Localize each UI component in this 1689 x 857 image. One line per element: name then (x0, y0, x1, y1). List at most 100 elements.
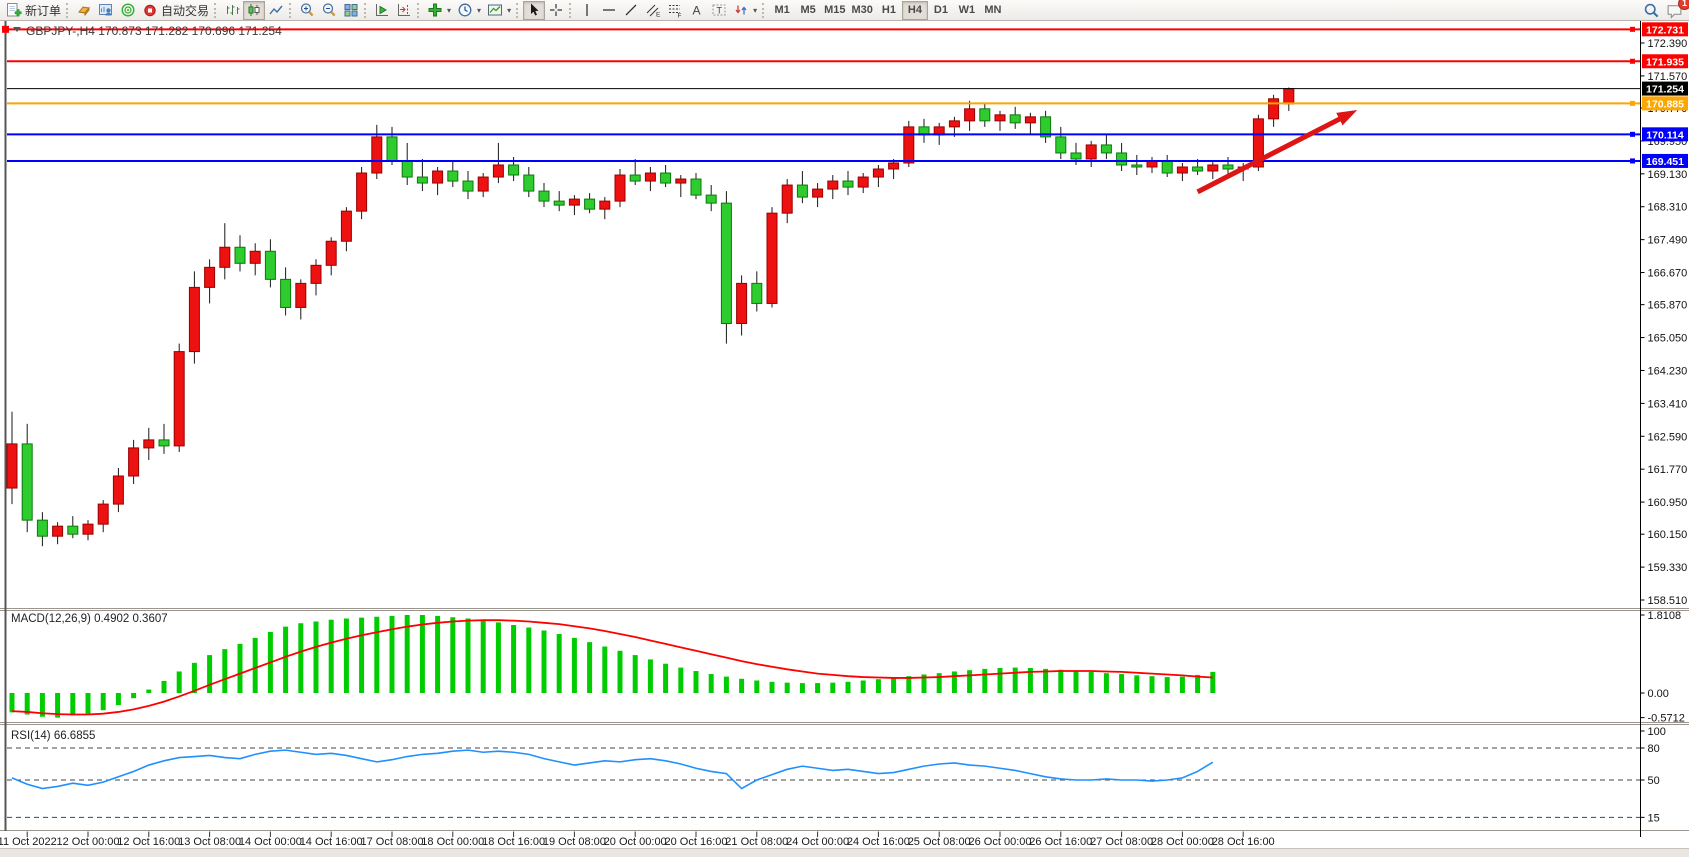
timeframe-w1-button[interactable]: W1 (954, 1, 980, 20)
candle-bearish (523, 167, 535, 198)
chart-title: GBPJPY-,H4 170.873 171.282 170.696 171.2… (26, 24, 282, 38)
periods-button[interactable]: ▾ (454, 1, 484, 20)
candle-bullish (994, 110, 1006, 131)
line-chart-button[interactable] (265, 1, 287, 20)
autotrading-button[interactable]: 自动交易 (139, 1, 212, 20)
candle-body (766, 212, 778, 304)
macd-label: MACD(12,26,9) 0.4902 0.3607 (11, 613, 168, 625)
horizontal-line-icon (603, 9, 616, 11)
timeframe-m15-button[interactable]: M15 (821, 1, 848, 20)
timeframe-h4-button[interactable]: H4 (901, 0, 928, 20)
fibonacci-button[interactable]: F (664, 1, 686, 20)
candle-bullish (1207, 160, 1219, 180)
rsi-tick-label: 50 (1648, 775, 1660, 787)
candle-body (416, 176, 428, 184)
layouts-button[interactable] (73, 1, 95, 20)
horizontal-line-button[interactable] (598, 1, 620, 20)
auto-scroll-button[interactable] (371, 1, 393, 20)
dropdown-caret-icon: ▾ (753, 5, 758, 15)
horizontal-line-object[interactable]: 169.451 (7, 153, 1688, 168)
vertical-line-button[interactable] (576, 1, 598, 20)
candle-body (1070, 152, 1082, 160)
macd-axis: 1.8108 0.00 -0.5712 (1640, 610, 1685, 725)
candle-body (356, 172, 368, 212)
time-tick-label: 20 Oct 16:00 (665, 836, 728, 848)
time-tick-label: 18 Oct 00:00 (421, 836, 484, 848)
search-button[interactable] (1640, 1, 1663, 20)
candle-bullish (675, 175, 687, 198)
candle-body (173, 351, 185, 447)
svg-text:F: F (678, 13, 682, 19)
indicators-button[interactable]: ▾ (424, 1, 454, 20)
market-watch-button[interactable] (117, 1, 139, 20)
timeframe-d1-button[interactable]: D1 (928, 1, 954, 20)
candle-bullish (204, 259, 216, 304)
candle-body (812, 188, 824, 198)
price-tick-label: 168.310 (1648, 202, 1688, 214)
candle-body (371, 136, 383, 174)
candle-bullish (325, 237, 337, 276)
arrows-button[interactable]: ▾ (730, 1, 760, 20)
profiles-button[interactable] (95, 1, 117, 20)
macd-signal-line (11, 619, 1213, 716)
profiles-icon (99, 4, 113, 16)
text-button[interactable]: A (686, 1, 708, 20)
candle-bullish (903, 120, 915, 168)
chart-collapse-triangle-icon[interactable] (13, 27, 21, 32)
candle-body (964, 108, 976, 122)
candle-body (264, 250, 276, 280)
timeframe-m30-button[interactable]: M30 (849, 1, 876, 20)
horizontal-line-object[interactable]: 170.885 (7, 96, 1688, 111)
price-tick-label: 167.490 (1648, 235, 1688, 247)
text-label-button[interactable]: T (708, 1, 730, 20)
notification-count-badge: 1 (1678, 0, 1689, 10)
time-tick-label: 26 Oct 00:00 (969, 836, 1032, 848)
rsi-label: RSI(14) 66.6855 (11, 730, 95, 742)
rsi-line (11, 749, 1214, 790)
candle-bullish (568, 195, 580, 216)
templates-button[interactable]: ▾ (484, 1, 514, 20)
line-right-handle[interactable] (1630, 58, 1635, 64)
chart-shift-button[interactable] (393, 1, 415, 20)
line-left-handle[interactable] (2, 25, 9, 33)
horizontal-line-object[interactable]: 172.731 (2, 22, 1688, 37)
candle-bullish (173, 343, 185, 452)
candle-bullish (1024, 112, 1036, 135)
notifications-button[interactable]: 1 (1663, 0, 1689, 20)
svg-text:E: E (656, 12, 661, 19)
candle-bearish (1116, 142, 1128, 172)
line-right-handle[interactable] (1630, 100, 1635, 106)
candlestick-chart-button[interactable] (243, 0, 266, 20)
candle-bullish (872, 164, 884, 188)
rsi-tick-label: 100 (1648, 726, 1666, 738)
timeframe-h1-button[interactable]: H1 (876, 1, 902, 20)
candle-body (249, 250, 261, 264)
timeframe-m1-button[interactable]: M1 (769, 1, 795, 20)
candle-bearish (796, 171, 808, 204)
zoom-out-button[interactable] (318, 1, 340, 20)
crosshair-button[interactable] (545, 1, 567, 20)
line-right-handle[interactable] (1630, 26, 1635, 32)
arrow-shaft (1196, 115, 1345, 195)
equidistant-channel-button[interactable]: E (642, 1, 664, 20)
tile-windows-button[interactable] (340, 1, 362, 20)
candle-body (584, 198, 596, 210)
horizontal-line-object[interactable]: 170.114 (7, 127, 1688, 142)
bar-chart-button[interactable] (221, 1, 243, 20)
candle-bullish (356, 167, 368, 220)
candle-body (705, 194, 717, 204)
zoom-in-button[interactable] (296, 1, 318, 20)
horizontal-line-object[interactable]: 171.935 (7, 54, 1688, 69)
line-right-handle[interactable] (1630, 158, 1635, 164)
trend-arrow-annotation[interactable] (1196, 110, 1358, 195)
timeframe-mn-button[interactable]: MN (980, 1, 1006, 20)
timeframe-m5-button[interactable]: M5 (795, 1, 821, 20)
candle-body (6, 443, 18, 489)
cursor-button[interactable] (523, 0, 546, 20)
trendline-button[interactable] (620, 1, 642, 20)
line-right-handle[interactable] (1630, 131, 1635, 137)
candle-body (432, 170, 444, 184)
new-order-button[interactable]: 新订单 (3, 1, 64, 20)
